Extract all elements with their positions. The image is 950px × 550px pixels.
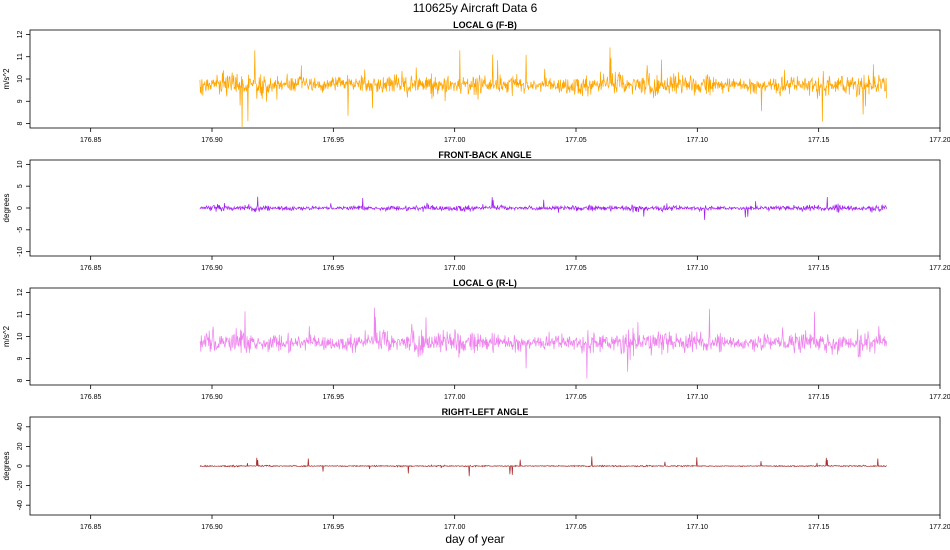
y-tick-label: 40 (17, 423, 24, 431)
data-series-line (199, 307, 887, 379)
y-tick-label: 10 (17, 75, 24, 83)
x-tick-label: 176.95 (323, 265, 345, 272)
y-axis-label: m/s^2 (2, 325, 11, 347)
x-tick-label: 177.20 (929, 524, 950, 531)
x-tick-label: 176.95 (323, 394, 345, 401)
y-tick-label: 9 (17, 99, 24, 103)
x-tick-label: 176.90 (201, 394, 223, 401)
y-tick-label: 12 (17, 288, 24, 296)
y-tick-label: -40 (17, 500, 24, 510)
panel-title: LOCAL G (R-L) (453, 278, 517, 288)
x-tick-label: 177.05 (565, 524, 587, 531)
y-tick-label: -20 (17, 480, 24, 490)
x-tick-label: 176.90 (201, 265, 223, 272)
x-tick-label: 176.90 (201, 137, 223, 144)
y-tick-label: 10 (17, 160, 24, 168)
panel-title: RIGHT-LEFT ANGLE (442, 407, 529, 417)
x-tick-label: 176.95 (323, 524, 345, 531)
x-tick-label: 177.00 (444, 524, 466, 531)
chart-panel-1: LOCAL G (F-B) m/s^2 8 9 10 11 12 176.85 176.90 17… (2, 20, 950, 144)
x-tick-label: 177.15 (808, 137, 830, 144)
y-tick-label: 0 (17, 464, 24, 468)
x-axis-label: day of year (445, 532, 505, 546)
y-tick-label: 8 (17, 379, 24, 383)
y-tick-label: 0 (17, 206, 24, 210)
chart-panel-4: RIGHT-LEFT ANGLE degrees -40 -20 0 20 40 176.85… (2, 407, 950, 531)
y-tick-label: -10 (17, 246, 24, 256)
x-tick-label: 177.10 (687, 137, 709, 144)
y-axis-label: m/s^2 (2, 68, 11, 90)
x-tick-label: 176.85 (80, 265, 102, 272)
x-tick-label: 176.95 (323, 137, 345, 144)
x-tick-label: 177.05 (565, 137, 587, 144)
data-series-line (199, 47, 887, 129)
x-tick-label: 177.00 (444, 265, 466, 272)
x-tick-label: 177.15 (808, 265, 830, 272)
x-tick-label: 177.15 (808, 394, 830, 401)
data-series-line (199, 196, 887, 220)
x-tick-label: 177.10 (687, 524, 709, 531)
x-tick-label: 177.20 (929, 265, 950, 272)
y-tick-label: 11 (17, 311, 24, 318)
data-series-line (199, 456, 887, 477)
panel-title: LOCAL G (F-B) (453, 20, 517, 30)
x-tick-label: 177.20 (929, 137, 950, 144)
y-axis-label: degrees (2, 194, 11, 223)
x-tick-label: 176.85 (80, 524, 102, 531)
x-tick-label: 176.85 (80, 137, 102, 144)
y-tick-label: 5 (17, 184, 24, 188)
y-tick-label: 20 (17, 442, 24, 450)
y-tick-label: 12 (17, 30, 24, 38)
x-tick-label: 177.00 (444, 394, 466, 401)
x-tick-label: 177.20 (929, 394, 950, 401)
chart-panel-3: LOCAL G (R-L) m/s^2 8 9 10 11 12 176.85 176.90 17… (2, 278, 950, 401)
y-tick-label: 10 (17, 333, 24, 341)
x-tick-label: 177.10 (687, 394, 709, 401)
x-tick-label: 177.10 (687, 265, 709, 272)
page-title: 110625y Aircraft Data 6 (412, 1, 538, 15)
x-tick-label: 177.15 (808, 524, 830, 531)
x-tick-label: 177.00 (444, 137, 466, 144)
y-tick-label: 8 (17, 121, 24, 125)
y-axis-label: degrees (2, 452, 11, 481)
chart-panel-2: FRONT-BACK ANGLE degrees -10 -5 0 5 10 176.85 17… (2, 150, 950, 272)
x-tick-label: 176.90 (201, 524, 223, 531)
x-tick-label: 177.05 (565, 394, 587, 401)
x-tick-label: 176.85 (80, 394, 102, 401)
panel-title: FRONT-BACK ANGLE (438, 150, 531, 160)
y-tick-label: 9 (17, 356, 24, 360)
y-tick-label: -5 (17, 227, 24, 233)
x-tick-label: 177.05 (565, 265, 587, 272)
y-tick-label: 11 (17, 53, 24, 60)
